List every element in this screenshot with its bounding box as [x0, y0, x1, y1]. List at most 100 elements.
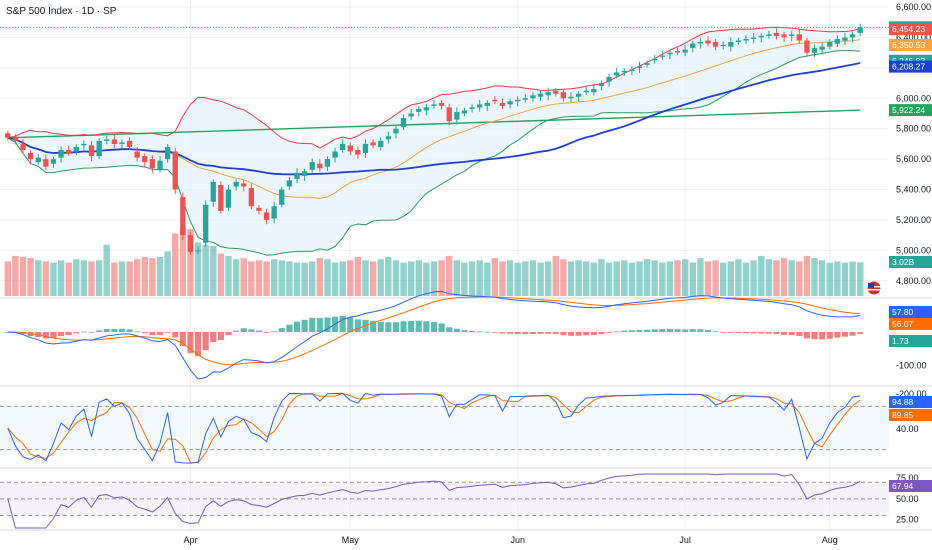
volume-bar — [286, 261, 293, 296]
candle — [484, 102, 490, 106]
price-label-text: 6,350.53 — [892, 40, 925, 50]
macd-histogram-bar — [857, 332, 864, 334]
volume-bar — [758, 255, 765, 296]
price-label-tag — [889, 104, 932, 117]
volume-bar — [271, 259, 278, 296]
macd-histogram-bar — [682, 329, 689, 332]
volume-bar — [80, 260, 88, 296]
macd-histogram-bar — [537, 332, 544, 334]
macd-histogram-bar — [529, 332, 536, 334]
candle — [477, 104, 483, 108]
macd-value-tag — [889, 318, 932, 330]
x-axis-label: Jul — [679, 535, 691, 545]
volume-bar — [210, 245, 217, 296]
macd-histogram-bar — [141, 332, 148, 334]
candle — [355, 150, 361, 155]
volume-bar — [400, 262, 407, 296]
macd-histogram-bar — [697, 329, 704, 332]
candle — [522, 98, 528, 100]
candle — [461, 110, 468, 114]
volume-bar — [408, 261, 415, 296]
macd-histogram-bar — [271, 331, 278, 333]
candle — [591, 89, 597, 93]
candle — [393, 128, 399, 134]
candle — [720, 45, 726, 47]
candle — [568, 96, 574, 99]
macd-histogram-bar — [765, 332, 772, 334]
macd-histogram-bar — [179, 332, 186, 347]
volume-bar — [187, 229, 194, 296]
macd-histogram-bar — [621, 330, 628, 332]
volume-bar — [339, 261, 346, 296]
volume-bar — [682, 259, 689, 296]
candle — [73, 147, 79, 152]
candle — [66, 150, 72, 153]
candle — [88, 145, 95, 156]
volume-bar — [103, 244, 110, 296]
candle — [317, 163, 323, 169]
candle — [446, 107, 452, 122]
volume-bar — [95, 260, 103, 296]
candle — [195, 250, 201, 252]
macd-histogram-bar — [469, 330, 476, 332]
candle — [743, 39, 749, 41]
volume-bar — [240, 258, 247, 296]
candle — [674, 51, 681, 53]
candle — [408, 113, 414, 117]
macd-value-text: 1.73 — [892, 336, 909, 346]
macd-histogram-bar — [590, 332, 597, 335]
macd-histogram-bar — [248, 329, 255, 332]
volume-bar — [796, 261, 803, 296]
volume-bar — [324, 259, 331, 296]
volume-bar — [88, 261, 95, 296]
macd-histogram-bar — [202, 332, 209, 351]
candle — [347, 145, 353, 152]
volume-bar — [301, 262, 308, 296]
candle — [165, 147, 171, 160]
volume-bar — [826, 262, 833, 296]
volume-bar — [621, 260, 628, 296]
macd-value-text: 56.07 — [892, 319, 914, 329]
macd-histogram-bar — [461, 330, 468, 332]
volume-bar — [583, 261, 590, 296]
candle — [834, 39, 840, 44]
macd-histogram-bar — [499, 332, 506, 334]
candle — [225, 189, 232, 208]
macd-histogram-bar — [80, 331, 87, 333]
volume-bar — [217, 253, 225, 296]
volume-bar — [598, 259, 605, 296]
volume-bar — [377, 259, 384, 296]
volume-bar — [818, 260, 826, 296]
macd-line — [7, 290, 861, 380]
candle — [187, 235, 194, 252]
volume-bar — [202, 244, 209, 296]
candle — [644, 63, 650, 65]
candle — [682, 49, 688, 53]
macd-histogram-bar — [560, 332, 567, 336]
price-axis-label: 6,400.00 — [896, 32, 931, 42]
macd-histogram-bar — [583, 332, 590, 336]
volume-bar — [834, 261, 841, 296]
bollinger-fill — [7, 27, 861, 256]
candle — [766, 34, 772, 36]
candle — [362, 143, 369, 153]
volume-bar — [141, 257, 148, 296]
candle — [126, 140, 133, 147]
macd-value-tag — [889, 306, 932, 318]
macd-histogram-bar — [651, 329, 658, 332]
volume-bar — [803, 255, 811, 296]
macd-histogram-bar — [545, 332, 552, 334]
volume-bar — [232, 259, 240, 296]
macd-histogram-bar — [431, 321, 438, 332]
volume-bar — [392, 260, 400, 296]
macd-histogram-bar — [195, 332, 202, 357]
macd-histogram-bar — [286, 324, 293, 332]
macd-histogram-bar — [126, 329, 133, 332]
candle — [553, 90, 559, 94]
candle — [811, 48, 818, 53]
macd-histogram-bar — [636, 330, 643, 332]
volume-bar — [42, 261, 50, 296]
volume-bar — [118, 261, 126, 296]
macd-histogram-bar — [788, 332, 795, 335]
